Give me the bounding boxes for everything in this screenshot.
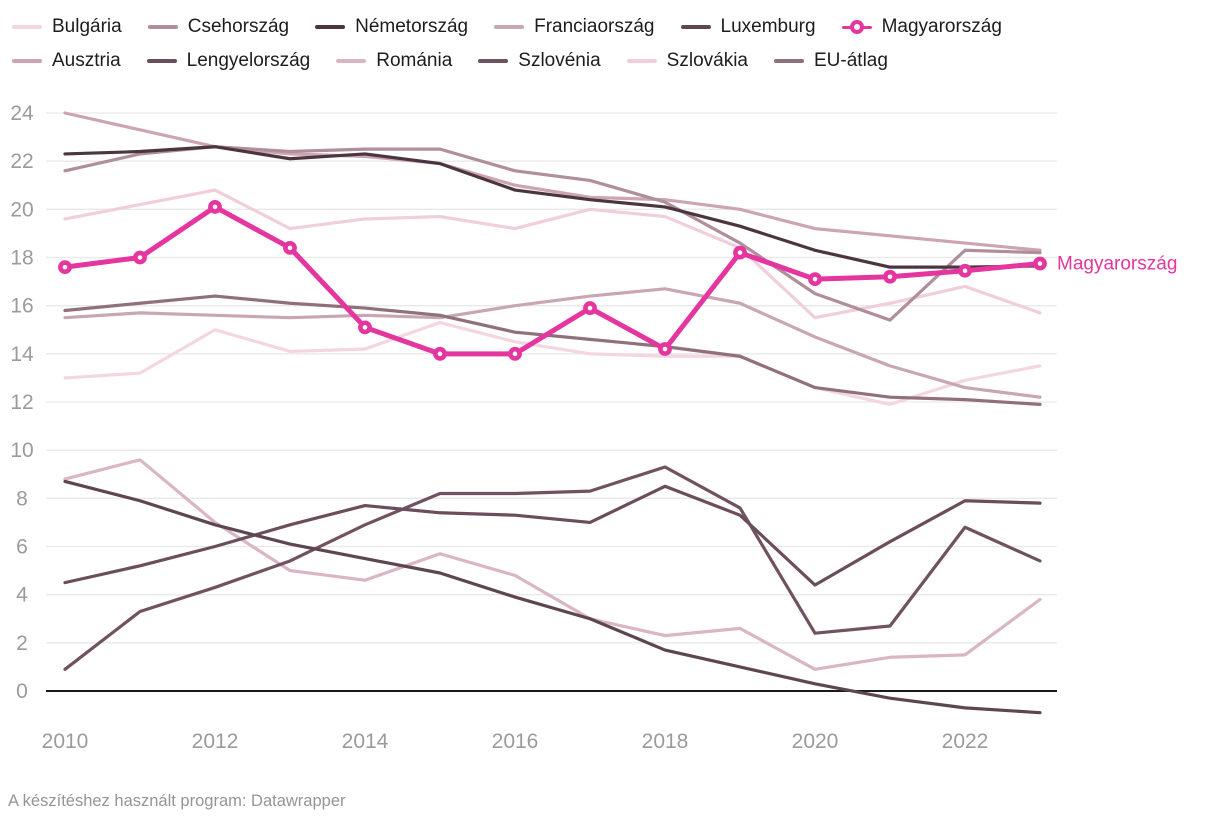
y-axis-tick-0: 0 bbox=[16, 680, 28, 703]
series-point-magyarorszag-2021[interactable] bbox=[883, 269, 897, 284]
legend-label: Csehország bbox=[187, 16, 290, 37]
legend-line-swatch-icon bbox=[774, 59, 804, 63]
legend-label: Bulgária bbox=[52, 16, 122, 37]
y-axis-tick-10: 10 bbox=[10, 439, 33, 462]
series-line-eu-atlag[interactable] bbox=[63, 294, 1042, 407]
series-point-magyarorszag-2015[interactable] bbox=[433, 346, 447, 361]
series-line-ausztria[interactable] bbox=[63, 111, 1042, 252]
series-line-luxemburg[interactable] bbox=[63, 479, 1042, 715]
x-axis-tick-2020: 2020 bbox=[792, 730, 839, 753]
legend-line-swatch-icon bbox=[680, 25, 711, 29]
legend-item-ausztria: Ausztria bbox=[12, 50, 121, 72]
x-axis-tick-2012: 2012 bbox=[192, 730, 239, 753]
legend-line-swatch-icon bbox=[315, 25, 346, 29]
y-axis-tick-22: 22 bbox=[10, 150, 33, 173]
legend-item-franciaorszag: Franciaország bbox=[494, 16, 655, 38]
legend-item-szlovakia: Szlovákia bbox=[626, 50, 748, 72]
legend-line-swatch-icon bbox=[494, 25, 525, 29]
legend-label: Franciaország bbox=[534, 16, 655, 37]
x-axis-tick-2018: 2018 bbox=[642, 730, 689, 753]
legend-label: Románia bbox=[376, 50, 453, 71]
series-point-magyarorszag-2018[interactable] bbox=[658, 342, 672, 356]
y-axis-tick-18: 18 bbox=[10, 247, 33, 270]
legend-row-2: Ausztria Lengyelország Románia Szlovénia Szl… bbox=[12, 44, 1212, 78]
series-line-nemetorszag[interactable] bbox=[63, 145, 1042, 269]
y-axis-tick-8: 8 bbox=[16, 487, 28, 510]
series-line-szlovenia[interactable] bbox=[63, 465, 1042, 671]
series-line-romania[interactable] bbox=[63, 458, 1042, 671]
legend-item-szlovenia: Szlovénia bbox=[478, 50, 601, 72]
legend-item-romania: Románia bbox=[336, 50, 452, 72]
series-point-magyarorszag-2012[interactable] bbox=[208, 200, 222, 214]
legend: Bulgária Csehország Németország Franciaorsz… bbox=[12, 10, 1212, 78]
x-axis-tick-2016: 2016 bbox=[492, 730, 539, 753]
legend-item-csehorszag: Csehország bbox=[147, 16, 290, 38]
series-end-label: Magyarország bbox=[1057, 254, 1177, 275]
legend-line-swatch-icon bbox=[12, 59, 42, 63]
x-axis-tick-2010: 2010 bbox=[42, 730, 89, 753]
series-point-magyarorszag-2019[interactable] bbox=[733, 245, 747, 260]
series-line-csehorszag[interactable] bbox=[63, 145, 1042, 322]
legend-dot-marker-icon bbox=[841, 18, 872, 36]
legend-label: Luxemburg bbox=[720, 16, 816, 37]
legend-line-swatch-icon bbox=[478, 59, 509, 63]
legend-label: Ausztria bbox=[52, 50, 121, 71]
series-point-magyarorszag-2020[interactable] bbox=[808, 272, 822, 287]
x-axis-tick-2022: 2022 bbox=[942, 730, 989, 753]
legend-line-swatch-icon bbox=[147, 25, 178, 29]
legend-line-swatch-icon bbox=[12, 25, 42, 29]
legend-item-nemetorszag: Németország bbox=[315, 16, 468, 38]
legend-item-lengyelorszag: Lengyelország bbox=[146, 50, 311, 72]
x-axis-tick-2014: 2014 bbox=[342, 730, 389, 753]
legend-item-eu-atlag: EU-átlag bbox=[774, 50, 888, 72]
legend-item-magyarorszag: Magyarország bbox=[841, 16, 1002, 38]
series-point-magyarorszag-2017[interactable] bbox=[583, 301, 597, 315]
footer-credit: A készítéshez használt program: Datawrap… bbox=[8, 792, 346, 810]
legend-label: Lengyelország bbox=[186, 50, 311, 71]
legend-label: Magyarország bbox=[881, 16, 1002, 37]
legend-line-swatch-icon bbox=[146, 59, 177, 63]
series-point-magyarorszag-2023[interactable] bbox=[1033, 256, 1047, 271]
y-axis-tick-24: 24 bbox=[10, 102, 34, 125]
series-line-szlovakia[interactable] bbox=[63, 188, 1042, 320]
y-axis-tick-20: 20 bbox=[10, 198, 33, 221]
series-line-magyarorszag[interactable] bbox=[62, 204, 1043, 357]
series-point-magyarorszag-2014[interactable] bbox=[358, 320, 372, 335]
series-line-lengyelorszag[interactable] bbox=[63, 484, 1042, 587]
y-axis-tick-16: 16 bbox=[10, 295, 33, 318]
series-point-magyarorszag-2022[interactable] bbox=[958, 263, 972, 278]
legend-row-1: Bulgária Csehország Németország Franciaorsz… bbox=[12, 10, 1212, 44]
legend-label: EU-átlag bbox=[814, 50, 888, 71]
legend-line-swatch-icon bbox=[336, 59, 367, 63]
legend-label: Németország bbox=[355, 16, 469, 37]
y-axis-tick-14: 14 bbox=[10, 343, 34, 366]
y-axis-tick-12: 12 bbox=[10, 391, 33, 414]
legend-label: Szlovákia bbox=[666, 50, 748, 71]
series-point-magyarorszag-2011[interactable] bbox=[133, 250, 147, 265]
series-point-magyarorszag-2013[interactable] bbox=[283, 240, 297, 255]
series-line-franciaorszag[interactable] bbox=[63, 287, 1042, 399]
legend-label: Szlovénia bbox=[518, 50, 601, 71]
y-axis-tick-6: 6 bbox=[16, 536, 28, 559]
legend-item-bulgaria: Bulgária bbox=[12, 16, 122, 38]
y-axis-tick-4: 4 bbox=[16, 584, 28, 607]
legend-item-luxemburg: Luxemburg bbox=[680, 16, 816, 38]
y-axis-tick-2: 2 bbox=[16, 632, 28, 655]
legend-line-swatch-icon bbox=[626, 59, 657, 63]
series-point-magyarorszag-2016[interactable] bbox=[508, 346, 522, 361]
series-line-bulgaria[interactable] bbox=[63, 320, 1042, 407]
series-point-magyarorszag-2010[interactable] bbox=[58, 260, 72, 275]
